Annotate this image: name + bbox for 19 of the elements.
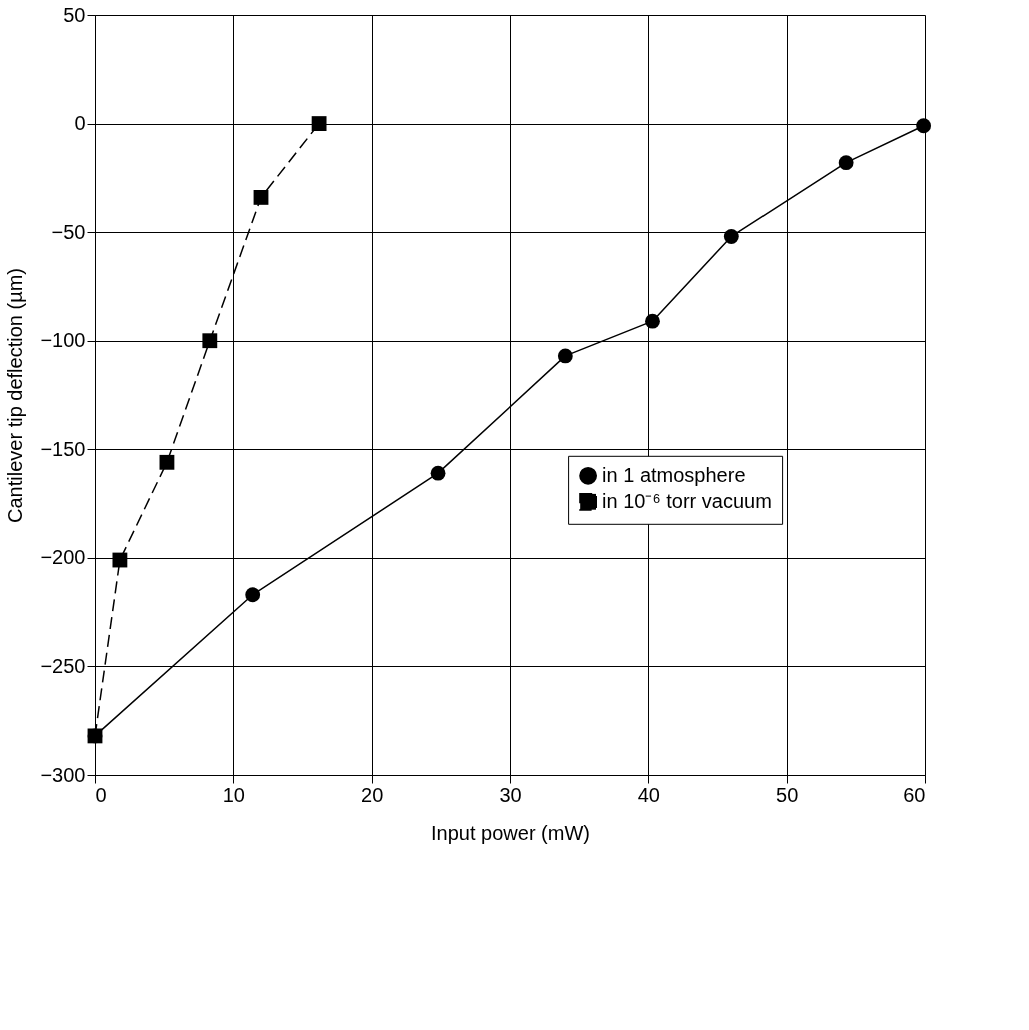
legend-label: in 1 atmosphere [602,463,746,486]
x-tick-label: 20 [361,783,384,806]
y-tick-label: −200 [40,546,86,569]
y-tick-label: −250 [40,654,86,677]
y-tick-label: −300 [40,763,86,786]
legend-label: in 10⁻⁶ torr vacuum [602,489,772,512]
y-tick-label: −150 [40,437,86,460]
y-tick-label: −100 [40,329,86,352]
y-axis-title: Cantilever tip deflection (µm) [4,268,27,523]
x-axis-title: Input power (mW) [431,821,590,844]
y-tick-label: −50 [51,220,86,243]
x-tick-label: 50 [776,783,799,806]
x-tick-label: 40 [637,783,660,806]
x-tick-label: 60 [903,783,926,806]
x-tick-label: 0 [95,783,107,806]
y-tick-label: 0 [74,112,86,135]
y-tick-label: 50 [63,3,86,26]
x-tick-label: 30 [499,783,522,806]
x-tick-label: 10 [222,783,245,806]
